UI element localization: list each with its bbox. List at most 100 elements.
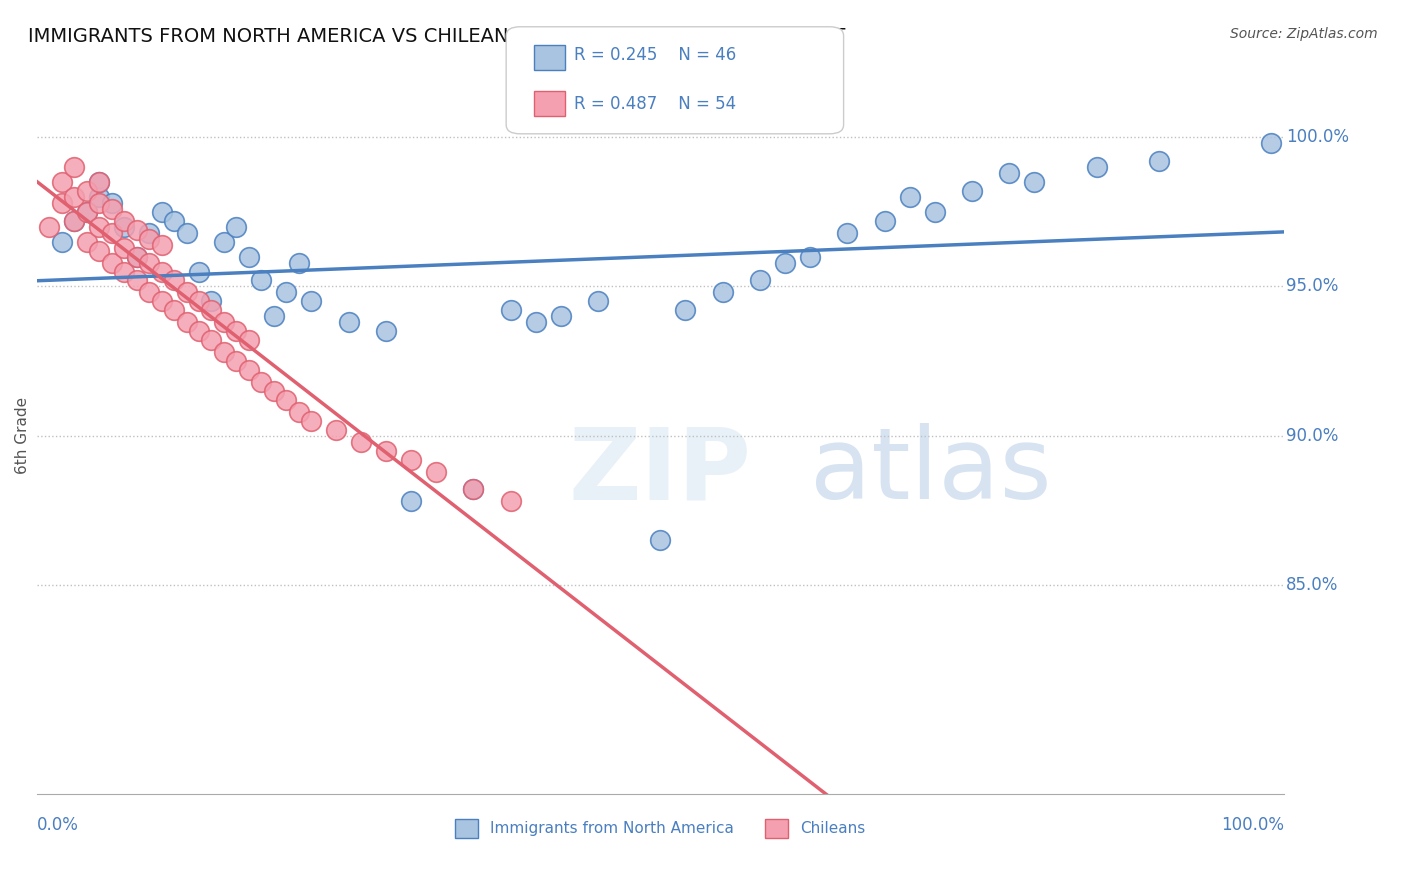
Point	[673, 303, 696, 318]
Point	[375, 324, 398, 338]
Point	[51, 175, 73, 189]
Point	[112, 264, 135, 278]
Point	[998, 166, 1021, 180]
Point	[499, 494, 522, 508]
Point	[150, 237, 173, 252]
Point	[299, 414, 322, 428]
Point	[463, 483, 485, 497]
Point	[299, 294, 322, 309]
Text: 100.0%: 100.0%	[1286, 128, 1350, 146]
Point	[63, 213, 86, 227]
Point	[38, 219, 60, 234]
Point	[188, 264, 211, 278]
Text: Source: ZipAtlas.com: Source: ZipAtlas.com	[1230, 27, 1378, 41]
Point	[749, 273, 772, 287]
Point	[63, 160, 86, 174]
Point	[287, 405, 309, 419]
Point	[112, 219, 135, 234]
Point	[200, 333, 222, 347]
Point	[89, 219, 111, 234]
Point	[225, 354, 247, 368]
Y-axis label: 6th Grade: 6th Grade	[15, 397, 30, 475]
Point	[425, 465, 447, 479]
Point	[212, 315, 235, 329]
Point	[112, 213, 135, 227]
Text: ZIP: ZIP	[569, 423, 752, 520]
Point	[163, 273, 186, 287]
Point	[499, 303, 522, 318]
Point	[1260, 136, 1282, 150]
Text: IMMIGRANTS FROM NORTH AMERICA VS CHILEAN 6TH GRADE CORRELATION CHART: IMMIGRANTS FROM NORTH AMERICA VS CHILEAN…	[28, 27, 845, 45]
Point	[138, 285, 160, 300]
Point	[63, 213, 86, 227]
Point	[898, 190, 921, 204]
Point	[350, 434, 373, 449]
Point	[89, 190, 111, 204]
Point	[276, 392, 298, 407]
Point	[76, 184, 98, 198]
Point	[176, 285, 198, 300]
Point	[200, 303, 222, 318]
Point	[924, 204, 946, 219]
Point	[1085, 160, 1108, 174]
Point	[325, 423, 347, 437]
Point	[51, 195, 73, 210]
Point	[125, 250, 148, 264]
Point	[337, 315, 360, 329]
Point	[89, 175, 111, 189]
Text: 90.0%: 90.0%	[1286, 426, 1339, 445]
Text: R = 0.487    N = 54: R = 0.487 N = 54	[574, 95, 735, 113]
Point	[225, 219, 247, 234]
Point	[150, 204, 173, 219]
Point	[263, 310, 285, 324]
Text: 95.0%: 95.0%	[1286, 277, 1339, 295]
Point	[188, 324, 211, 338]
Point	[76, 235, 98, 249]
Point	[586, 294, 609, 309]
Point	[188, 294, 211, 309]
Point	[799, 250, 821, 264]
Point	[773, 255, 796, 269]
Point	[287, 255, 309, 269]
Point	[550, 310, 572, 324]
Point	[125, 250, 148, 264]
Point	[125, 273, 148, 287]
Point	[711, 285, 734, 300]
Point	[463, 483, 485, 497]
Text: atlas: atlas	[810, 423, 1052, 520]
Point	[524, 315, 547, 329]
Point	[100, 195, 122, 210]
Point	[76, 204, 98, 219]
Point	[250, 273, 273, 287]
Point	[51, 235, 73, 249]
Point	[263, 384, 285, 398]
Text: 100.0%: 100.0%	[1220, 815, 1284, 833]
Point	[138, 226, 160, 240]
Point	[112, 241, 135, 255]
Legend: Immigrants from North America, Chileans: Immigrants from North America, Chileans	[449, 813, 872, 844]
Point	[238, 250, 260, 264]
Point	[399, 494, 422, 508]
Point	[225, 324, 247, 338]
Point	[150, 264, 173, 278]
Point	[1147, 154, 1170, 169]
Point	[89, 244, 111, 258]
Point	[138, 232, 160, 246]
Point	[250, 375, 273, 389]
Point	[100, 255, 122, 269]
Text: 0.0%: 0.0%	[37, 815, 79, 833]
Point	[212, 345, 235, 359]
Point	[163, 213, 186, 227]
Point	[873, 213, 896, 227]
Point	[89, 175, 111, 189]
Point	[960, 184, 983, 198]
Point	[650, 533, 672, 548]
Point	[238, 363, 260, 377]
Point	[276, 285, 298, 300]
Point	[76, 204, 98, 219]
Point	[100, 226, 122, 240]
Point	[100, 202, 122, 216]
Point	[200, 294, 222, 309]
Point	[238, 333, 260, 347]
Point	[125, 223, 148, 237]
